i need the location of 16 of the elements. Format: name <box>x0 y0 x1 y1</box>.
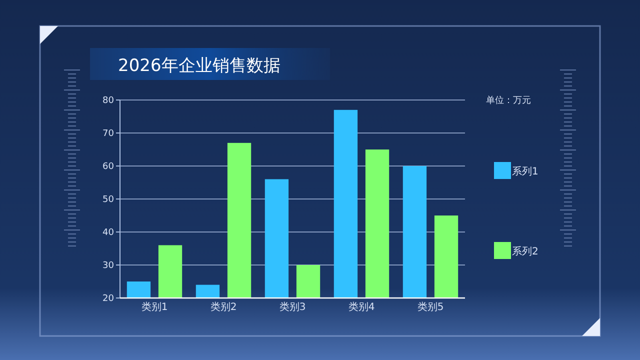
y-tick-label: 30 <box>102 261 114 272</box>
y-tick-label: 60 <box>102 162 114 172</box>
x-tick-label: 类别5 <box>417 301 444 313</box>
x-tick-label: 类别2 <box>210 301 237 313</box>
legend-label: 系列2 <box>512 246 538 258</box>
legend-label: 系列1 <box>512 166 538 178</box>
y-tick-label: 80 <box>102 96 114 106</box>
y-tick-label: 50 <box>102 195 114 206</box>
x-tick-label: 类别4 <box>348 301 375 313</box>
x-tick-label: 类别1 <box>141 301 168 313</box>
text: 单位：万元 <box>486 95 531 106</box>
y-tick-label: 70 <box>102 129 114 140</box>
y-tick-label: 40 <box>102 228 114 238</box>
chart-title: 2026年企业销售数据 <box>118 56 280 76</box>
x-tick-label: 类别3 <box>279 301 306 313</box>
y-tick-label: 20 <box>102 294 114 304</box>
